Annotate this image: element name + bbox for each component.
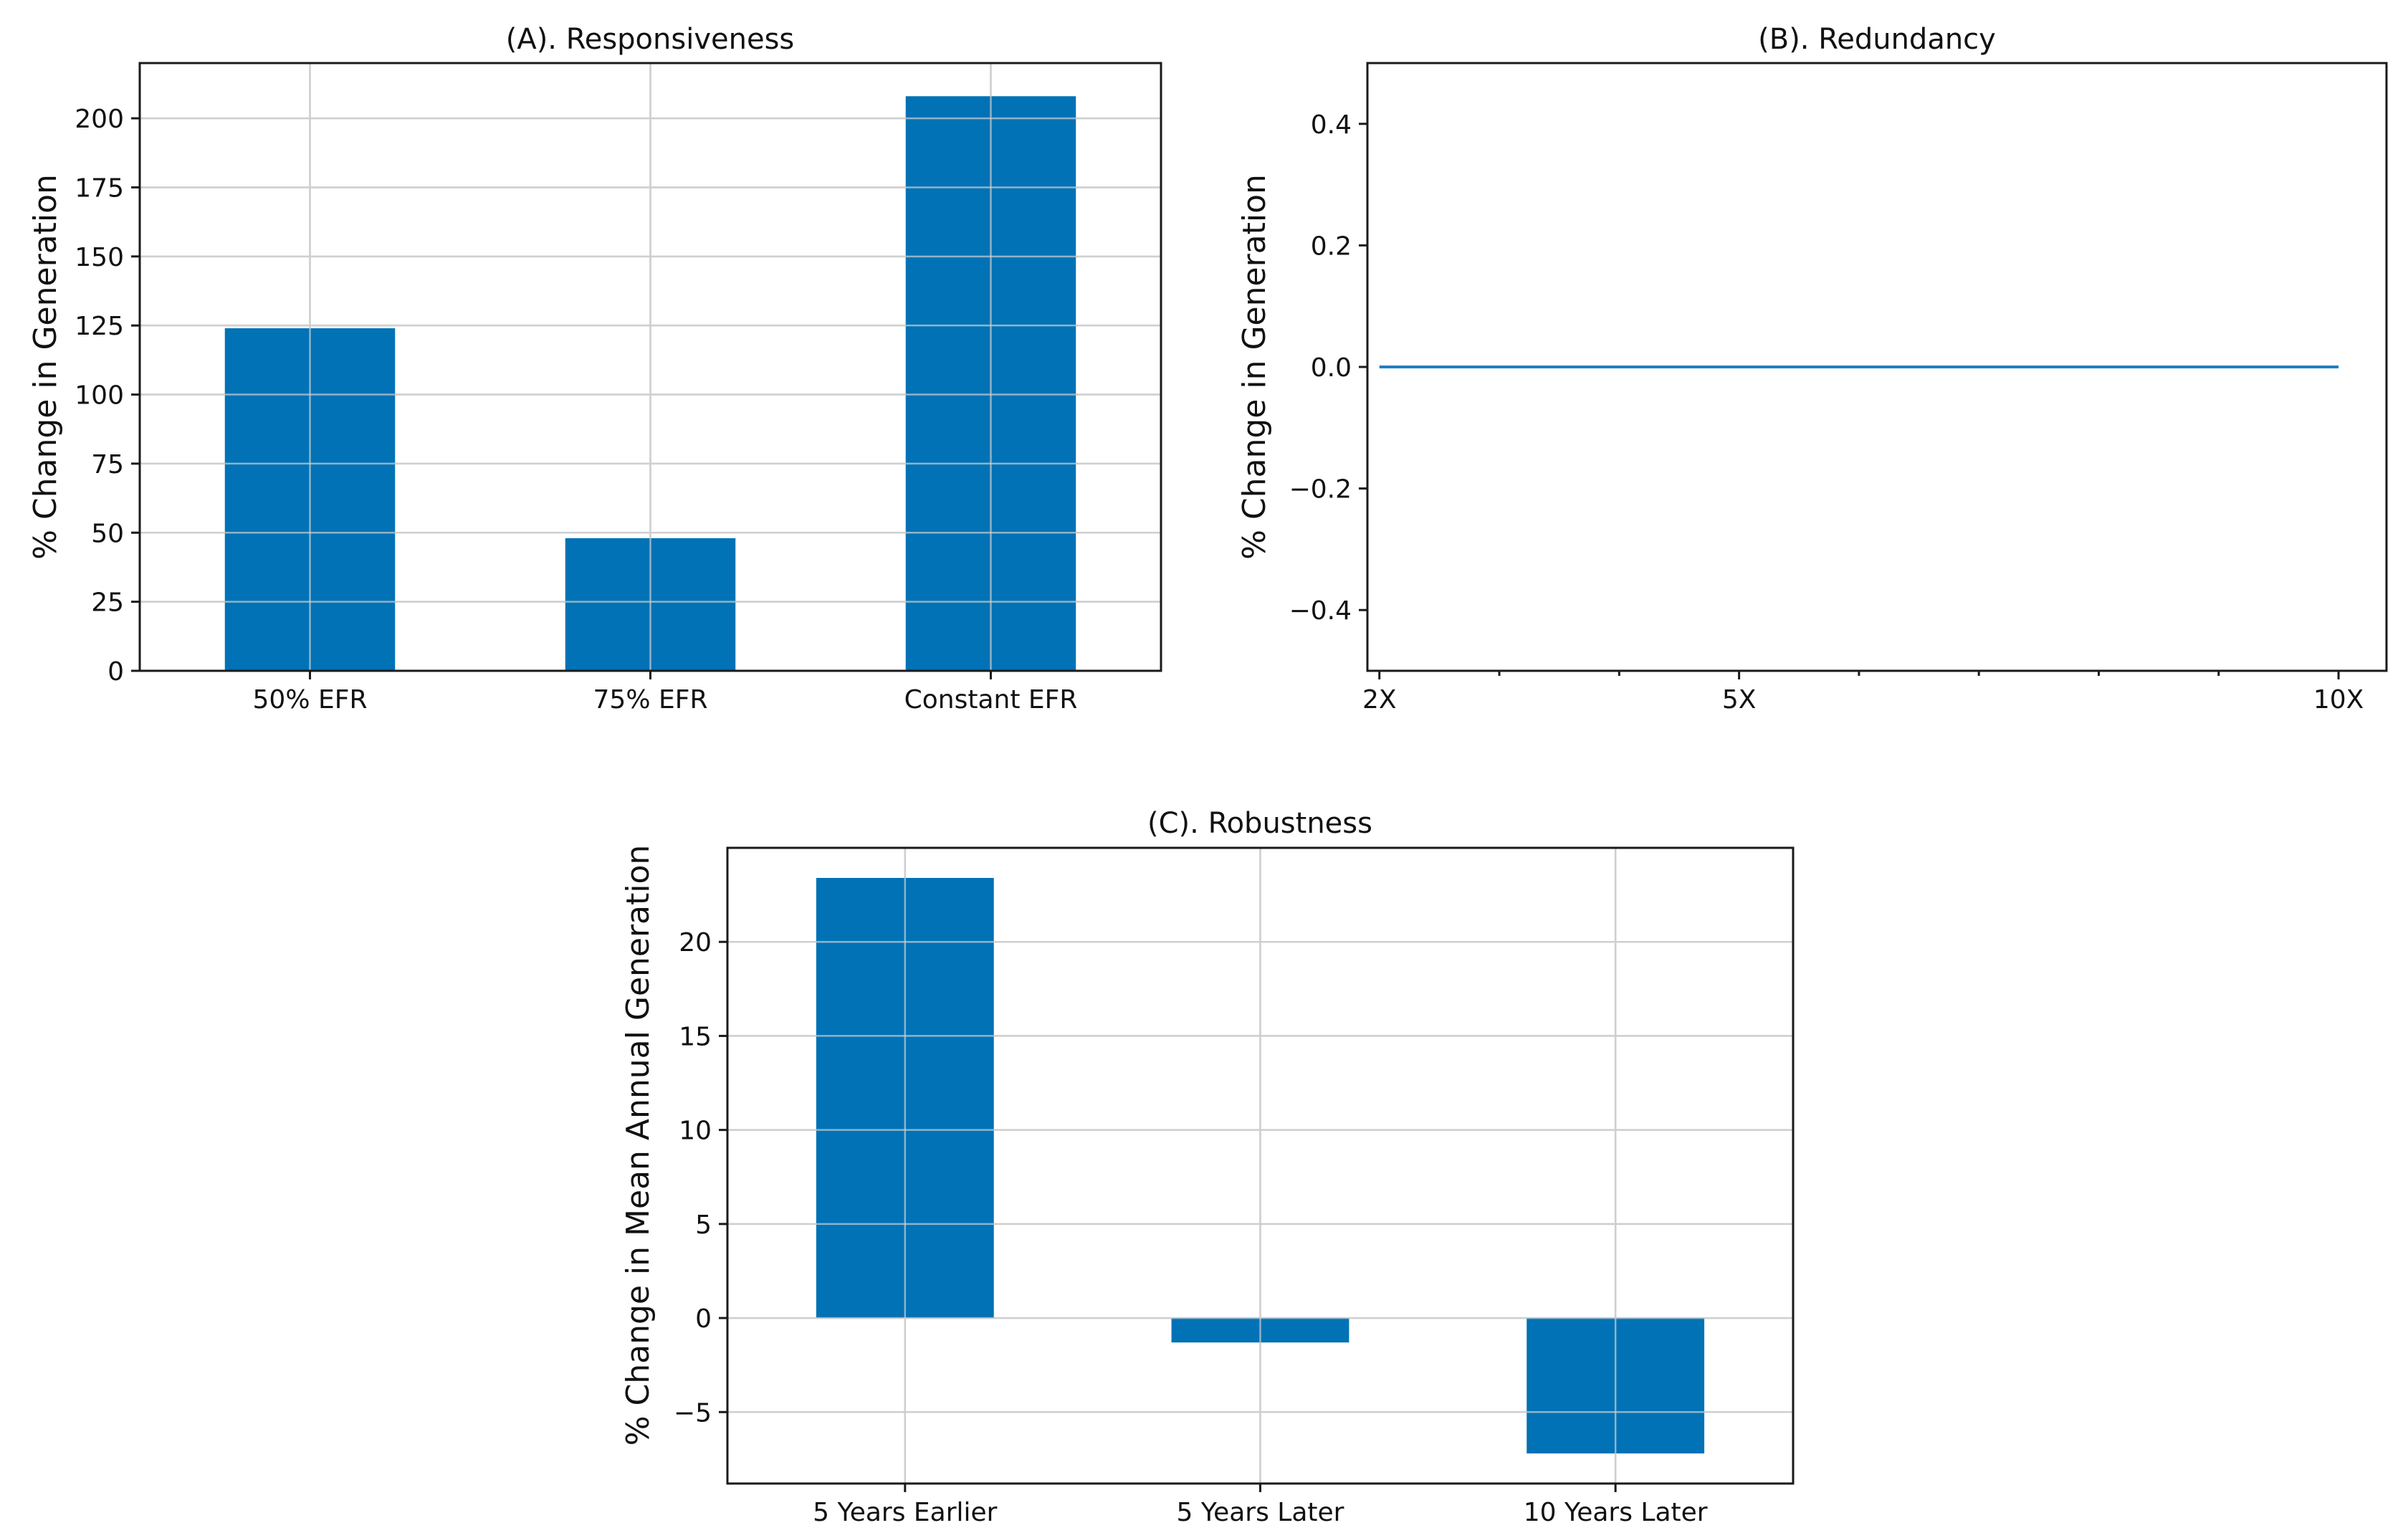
y-tick-label: 125 [75,312,124,341]
chart-title: (C). Robustness [1147,807,1372,840]
y-tick-label: 175 [75,173,124,203]
y-tick-label: 200 [75,105,124,134]
x-tick-label: 10 Years Later [1524,1498,1708,1527]
y-tick-label: 25 [91,588,124,618]
chart-title: (A). Responsiveness [506,23,795,56]
y-tick-label: 5 [695,1210,712,1240]
x-tick-label: 5 Years Later [1177,1498,1344,1527]
y-tick-label: 15 [679,1022,712,1051]
chart-title: (B). Redundancy [1758,23,1996,56]
x-tick-label: 5 Years Earlier [813,1498,998,1527]
y-tick-label: −0.4 [1289,596,1352,626]
y-axis-label: % Change in Generation [27,174,64,560]
y-tick-label: 10 [679,1117,712,1146]
y-tick-label: 0.0 [1311,353,1352,383]
y-tick-label: 0 [108,657,124,687]
y-axis-label: % Change in Generation [1236,174,1273,560]
x-tick-label: 5X [1722,685,1757,715]
panel-responsiveness: 0 25 50 75 100 125 150 175 200 50% EFR 75% EFR Cons… [27,23,1162,715]
y-tick-label: 100 [75,381,124,411]
x-tick-label: Constant EFR [904,685,1078,715]
y-tick-label: 75 [91,450,124,479]
panel-robustness: −5 0 5 10 15 20 5 Years Earlier 5 Years Later 10… [620,807,1795,1527]
y-tick-label: 0.2 [1311,231,1352,261]
x-tick-label: 75% EFR [593,685,708,715]
y-tick-label: 20 [679,928,712,957]
x-tick-label: 10X [2313,685,2364,715]
y-tick-label: 50 [91,519,124,548]
y-tick-label: 0 [695,1304,712,1334]
panel-redundancy: −0.4 −0.2 0.0 0.2 0.4 2X 5X 10X (B). Redundancy… [1236,23,2388,715]
x-tick-label: 50% EFR [253,685,368,715]
y-tick-label: −0.2 [1289,475,1352,505]
y-tick-label: 150 [75,243,124,272]
x-tick-label: 2X [1362,685,1397,715]
y-axis-label: % Change in Mean Annual Generation [620,845,656,1446]
y-tick-label: 0.4 [1311,110,1352,140]
y-tick-label: −5 [674,1398,712,1428]
